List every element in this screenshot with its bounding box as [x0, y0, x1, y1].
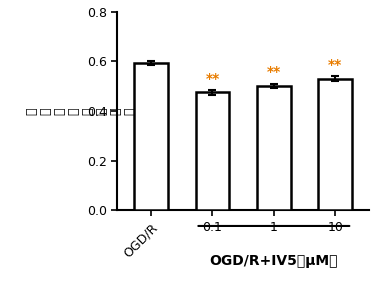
Bar [196, 92, 229, 210]
Text: **: ** [328, 58, 343, 72]
Text: **: ** [267, 65, 281, 79]
Bar [318, 79, 352, 210]
Y-axis label: 乳
酸
脒
氢
酶
漏
出
率: 乳 酸 脒 氢 酶 漏 出 率 [26, 107, 137, 115]
Text: **: ** [205, 72, 220, 86]
Bar [257, 86, 291, 210]
Bar [134, 63, 168, 210]
Text: OGD/R+IV5（μM）: OGD/R+IV5（μM） [209, 254, 338, 268]
